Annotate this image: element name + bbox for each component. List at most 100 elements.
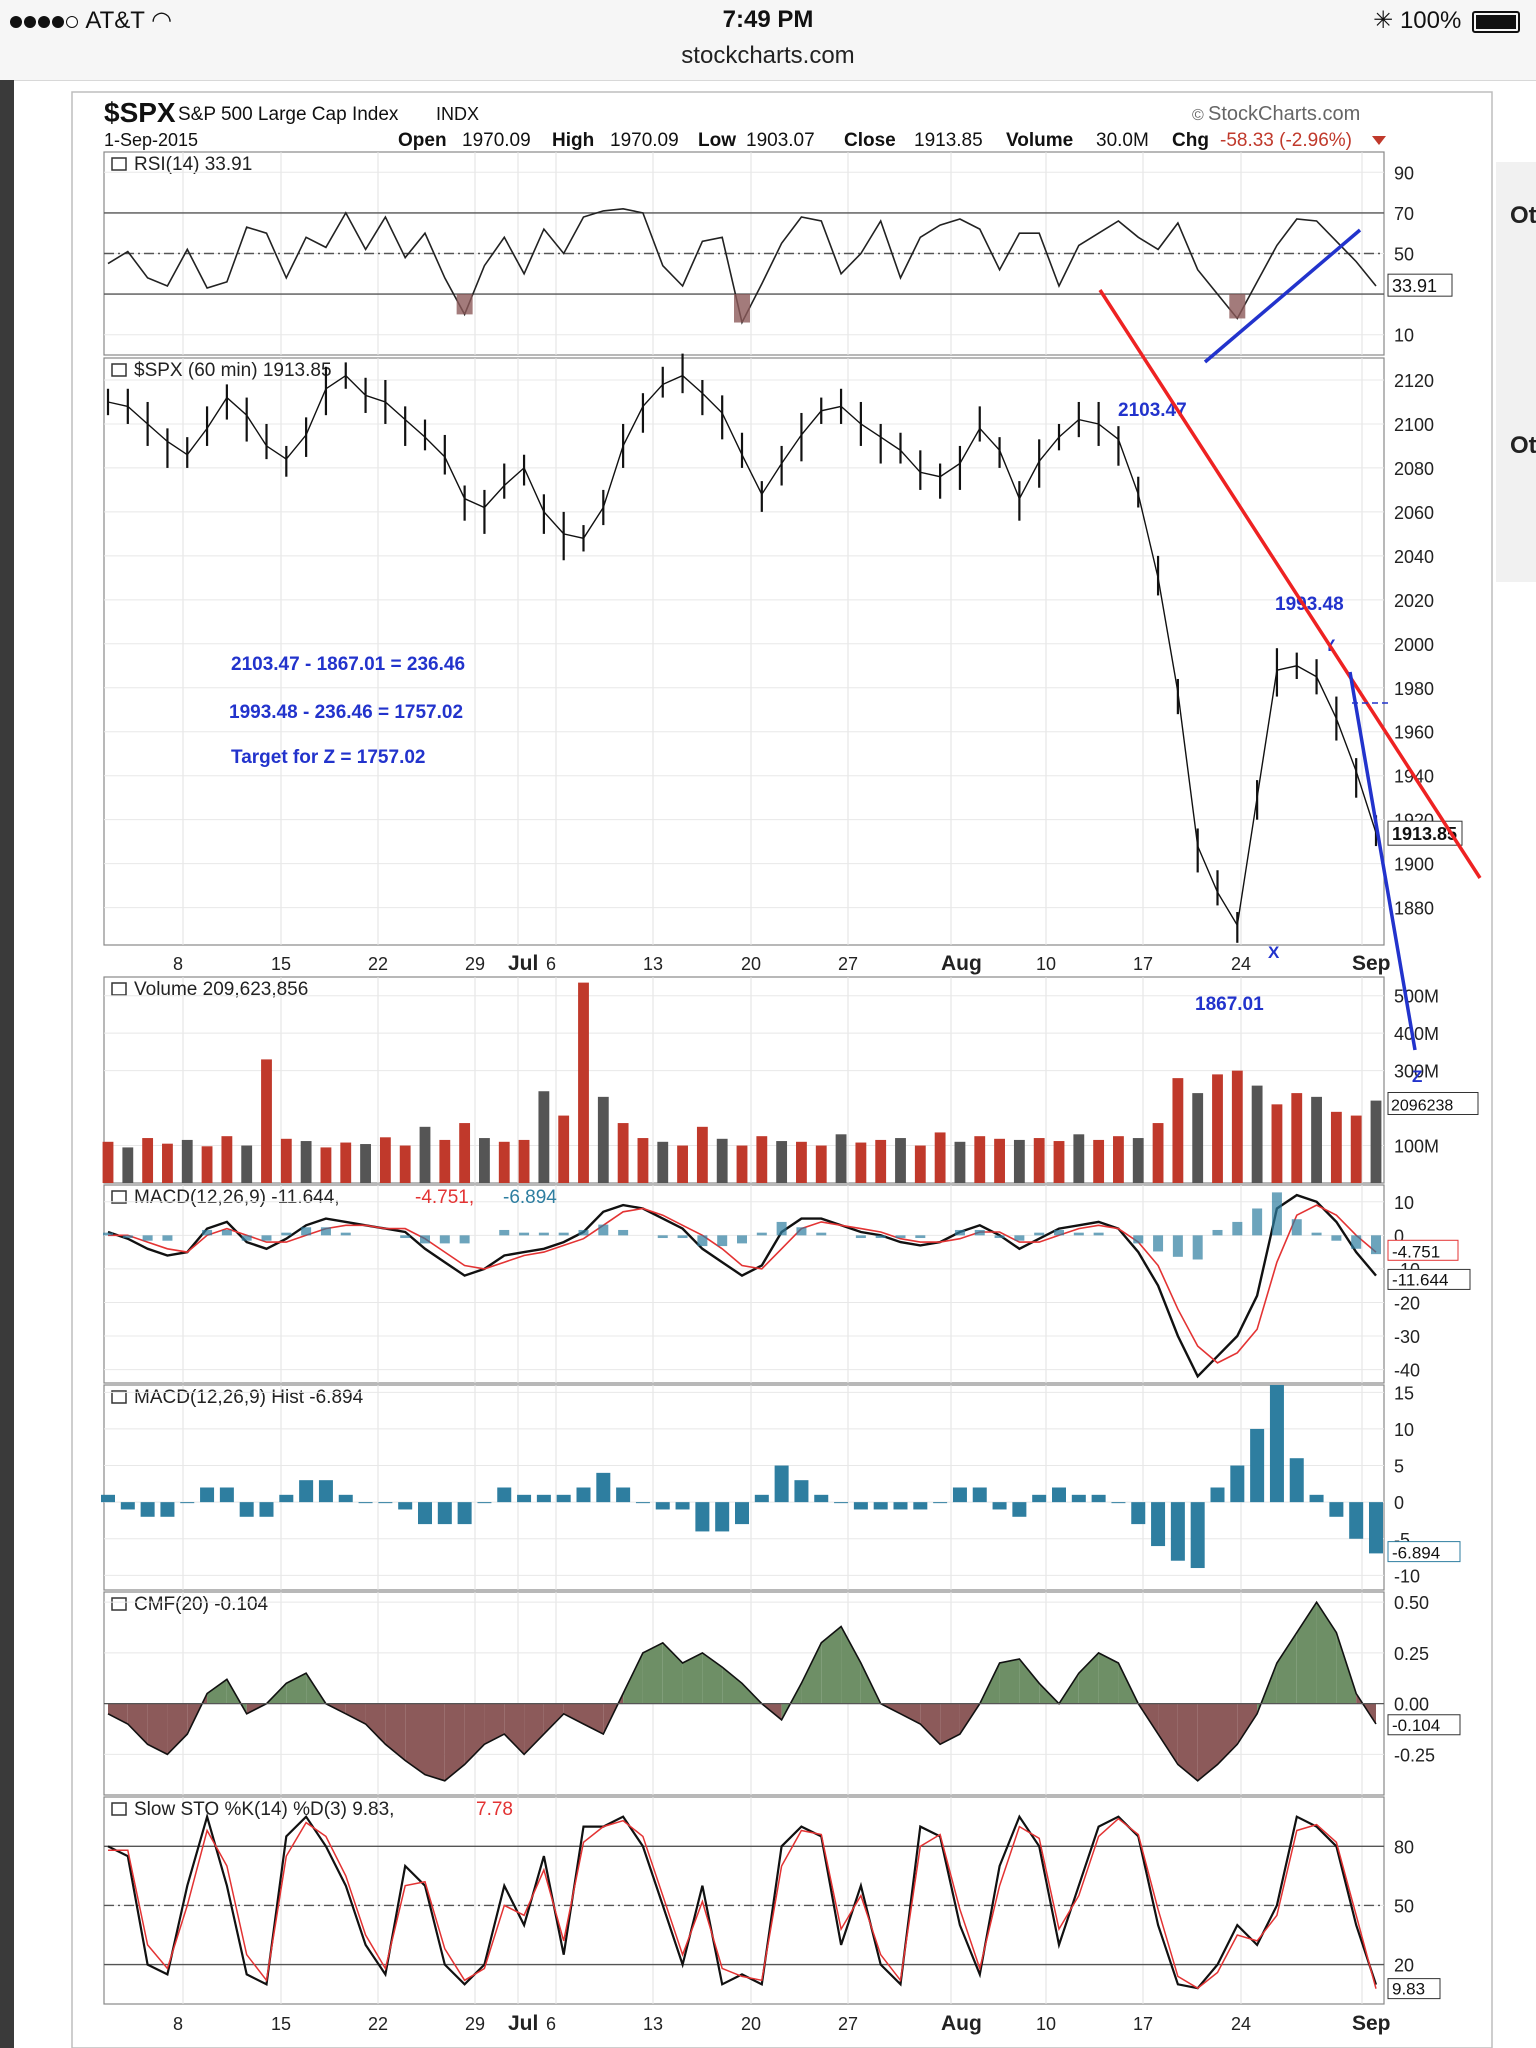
annotation-2103: 2103.47 [1118,400,1187,421]
macd-signal-box [1387,1239,1459,1261]
side-panel-label-2[interactable]: Ot [1510,432,1536,459]
macd-hist-backdrop-bar [420,1235,430,1244]
macd-hist-bar [1369,1502,1383,1554]
cmf-area-segment [425,1703,445,1781]
rsi-last-value: 33.91 [1392,276,1437,296]
rsi-legend-icon [111,157,127,171]
low-value: 1903.07 [746,130,815,151]
macd-hist-backdrop-bar [558,1232,569,1236]
price-xtick: 15 [271,954,291,974]
cmf-area-segment [1276,1632,1297,1704]
macd-hist-backdrop-bar [1331,1235,1342,1241]
carrier-name: AT&T [85,7,145,34]
macd-hist-bar [1091,1494,1106,1503]
volume-bar [974,1136,986,1183]
macd-hist-backdrop-bar [717,1235,728,1247]
sto-xtick: 8 [173,2014,183,2034]
cmf-area-segment [841,1626,861,1704]
cmf-title: CMF(20) -0.104 [134,1594,269,1615]
volume-bar [558,1115,570,1183]
sto-d-value: 7.78 [476,1799,513,1820]
macd-hist-backdrop-bar [578,1229,589,1236]
close-value: 1913.85 [914,130,983,151]
macd-signal-line [108,1204,1377,1364]
macd-hist-backdrop-bar [618,1229,629,1236]
volume-bar [954,1141,966,1183]
price-ytick: 2000 [1394,635,1434,655]
macd-hist-bar [1012,1502,1027,1517]
macd_hist-ytick: 15 [1394,1383,1414,1403]
price-xtick: Jul [508,952,538,975]
sto-xtick: 17 [1133,2014,1153,2034]
macd_hist-frame [103,1384,1385,1591]
low-label: Low [698,130,736,151]
sto-xtick: Aug [941,2012,982,2035]
macd-hist-bar [1309,1494,1324,1503]
volume-bar [1033,1138,1045,1183]
macd-hist-backdrop-bar [241,1235,252,1241]
volume-bar [1212,1074,1223,1183]
macd-hist-bar [378,1502,393,1504]
volume-bar [657,1141,669,1183]
bluetooth-icon: ✳ [1373,7,1394,34]
cmf-area-segment [543,1703,564,1735]
wave-label-z: Z [1412,1067,1422,1086]
macd-hist-backdrop-bar [1271,1192,1282,1236]
price-ytick: 1980 [1394,679,1434,699]
cmf-area-segment [504,1703,525,1755]
price-xtick: Aug [941,952,982,975]
volume-ytick: 400M [1394,1024,1439,1044]
volume-bar [1271,1104,1283,1183]
volume-bar [379,1137,391,1183]
macd-hist-bar [1269,1385,1284,1503]
macd-hist-bar [754,1494,769,1503]
macd-ytick: -30 [1394,1327,1420,1347]
cmf-area-segment [940,1703,960,1745]
volume-bar [835,1134,847,1183]
price-frame [103,357,1385,946]
cmf-area-segment [900,1703,921,1724]
panel-rsi: RSI(14) 33.91 90 70 50 10 33.91 [103,151,1453,356]
panel-price: $SPX (60 min) 1913.85 2120 2100 2080 2060 204… [103,353,1463,975]
battery-status: ✳ 100% [1373,6,1520,35]
cmf-area-segment [1296,1602,1317,1704]
cmf-ytick: 0.50 [1394,1593,1429,1613]
price-xtick: 24 [1231,954,1251,974]
volume-legend-icon [111,982,127,996]
volume-bar [320,1147,332,1183]
sto-title: Slow STO %K(14) %D(3) 9.83, [134,1799,394,1820]
macd-hist-bar [219,1487,234,1503]
volume-bar [479,1138,490,1183]
macd-hist-bar [655,1502,670,1510]
sto-ytick: 50 [1394,1896,1414,1916]
macd-hist-backdrop-bar [737,1235,747,1244]
volume-bar [1330,1111,1342,1183]
macd-hist-bar [120,1502,135,1510]
sto-xtick: 6 [546,2014,556,2034]
cmf-legend-icon [111,1597,127,1611]
hist-last-box [1387,1541,1461,1563]
sto-xtick: 29 [465,2014,485,2034]
macd-hist-backdrop-bar [162,1235,173,1241]
macd-hist-backdrop-bar [301,1227,312,1236]
macd-hist-bar [1289,1458,1304,1503]
open-label: Open [398,130,447,151]
exchange: INDX [436,104,479,124]
annotation-calc-2: 1993.48 - 236.46 = 1757.02 [229,702,463,723]
volume-bar [459,1123,471,1183]
volume-bar [756,1136,768,1183]
cmf-area-segment [1237,1703,1258,1745]
sto-xtick: Sep [1352,2012,1391,2035]
volume-last-value: 2096238 [1391,1097,1453,1114]
macd-hist-backdrop-bar [677,1235,688,1239]
address-bar-url[interactable]: stockcharts.com [681,42,855,69]
macd-hist-bar [1131,1502,1146,1525]
price-ytick: 1900 [1394,855,1434,875]
cmf-area-segment [1098,1652,1119,1704]
down-arrow-icon [1372,136,1386,145]
macd-hist-bar [338,1494,353,1503]
volume-bar [498,1141,510,1183]
macd-hist-backdrop-bar [697,1235,708,1247]
side-panel-label-1[interactable]: Ot [1510,202,1536,229]
